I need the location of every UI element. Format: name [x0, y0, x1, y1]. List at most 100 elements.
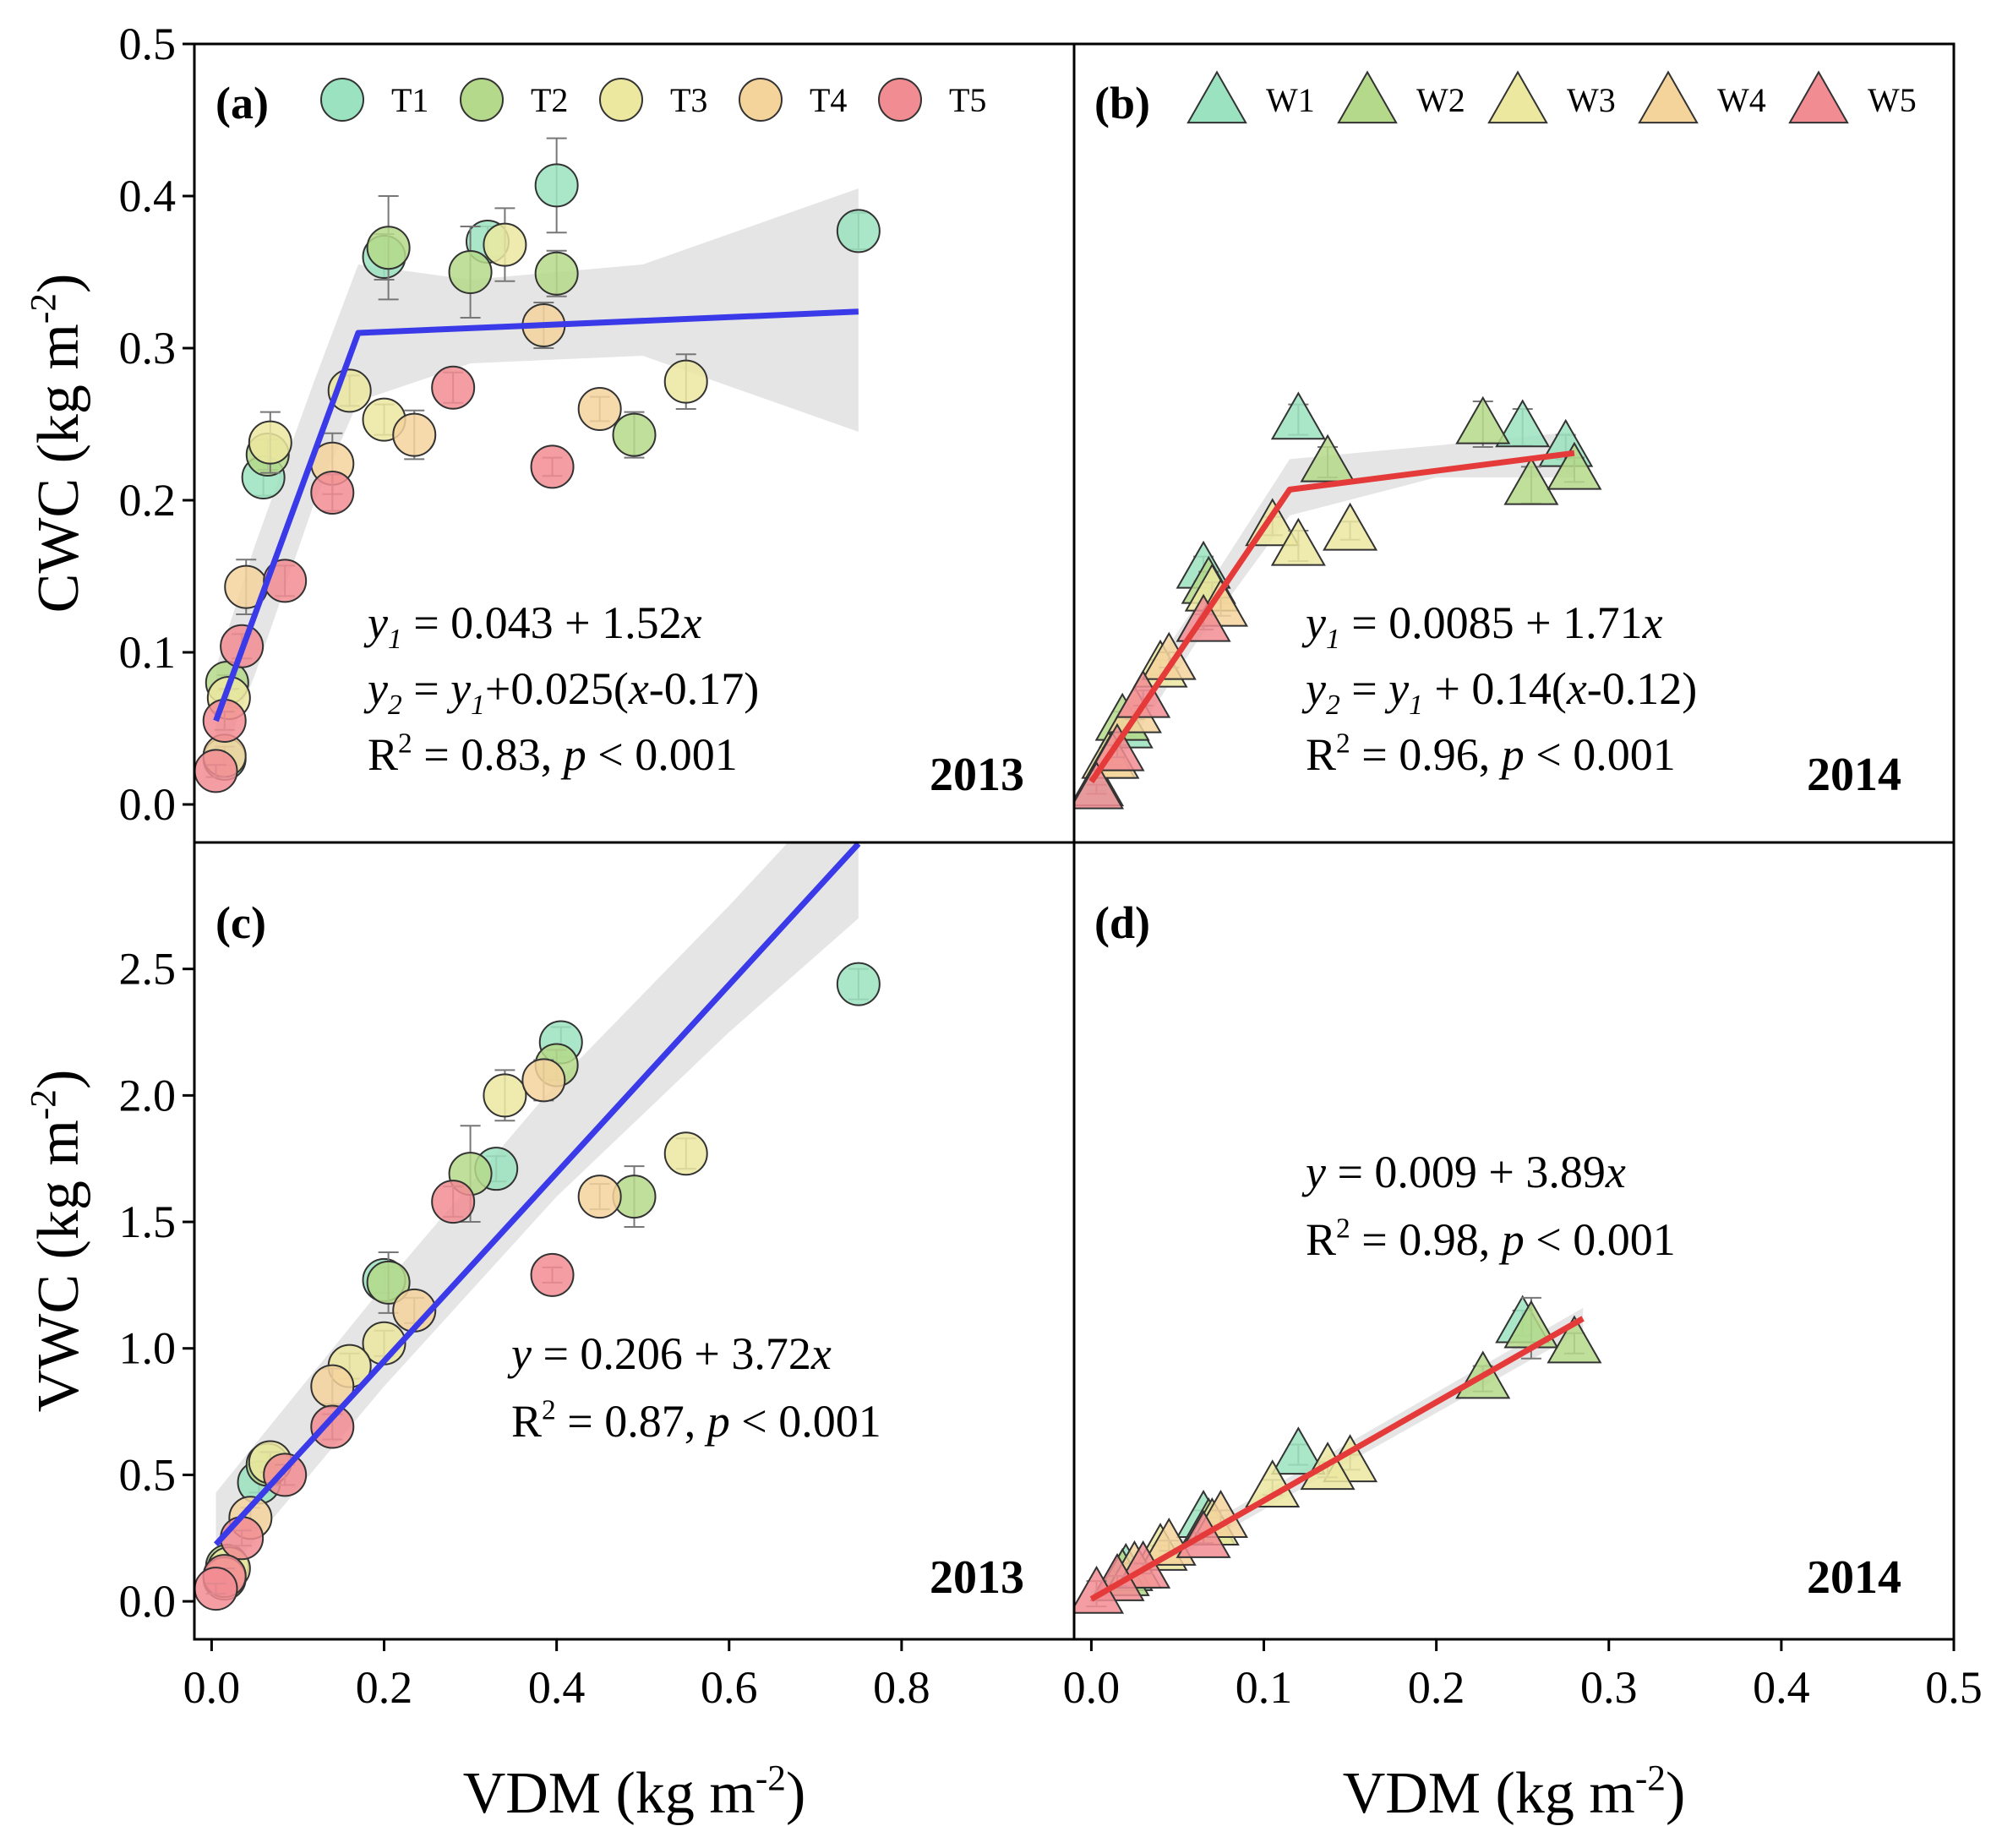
text-part: 2: [1326, 690, 1340, 721]
text-part: VWC (kg m: [26, 1120, 91, 1412]
text-part: = 0.206 + 3.72: [532, 1328, 811, 1379]
legend-label-t5: T5: [949, 81, 986, 119]
y-axis-title: CWC (kg m-2): [23, 274, 91, 613]
text-part: ): [26, 1070, 91, 1089]
text-part: = 0.009 + 3.89: [1326, 1147, 1606, 1197]
equation-line: y1 = 0.043 + 1.52x: [363, 597, 702, 655]
data-point-w5: [1074, 760, 1125, 810]
text-part: ): [786, 1761, 805, 1826]
panel-label: (b): [1094, 78, 1150, 128]
data-point-t5: [530, 444, 575, 489]
panel-label: (d): [1094, 897, 1150, 948]
y-tick-label: 0.1: [119, 627, 177, 678]
plot-area: [1074, 391, 1602, 810]
text-part: p: [1498, 1214, 1525, 1265]
legend-label-t3: T3: [670, 81, 707, 119]
data-point-t2: [366, 226, 411, 270]
text-part: x: [1566, 663, 1587, 714]
text-part: x: [810, 1328, 832, 1379]
data-point-t3: [248, 420, 292, 465]
year-label: 2014: [1807, 749, 1901, 801]
data-point-t3: [663, 1131, 708, 1176]
data-point-t4: [392, 412, 437, 457]
data-point-t3: [483, 222, 527, 267]
fit-line: [1089, 1316, 1585, 1602]
text-part: < 0.001: [586, 729, 738, 780]
data-point-t2: [612, 412, 657, 457]
y-tick-label: 0.0: [119, 779, 177, 830]
y-tick-label: 0.0: [119, 1576, 177, 1627]
year-label: 2014: [1807, 1551, 1901, 1604]
equation-line: R2 = 0.87, p < 0.001: [511, 1394, 881, 1447]
text-part: +0.025(: [485, 663, 629, 714]
text-part: < 0.001: [1525, 1214, 1676, 1265]
y-tick-label: 2.0: [119, 1070, 177, 1120]
text-part: 1: [1326, 624, 1340, 655]
y-tick-label: 0.4: [119, 171, 177, 221]
y-tick-label: 0.5: [119, 1449, 177, 1500]
text-part: = 0.96,: [1350, 729, 1502, 780]
data-point-t5: [530, 1252, 575, 1297]
legend-marker-t5: [878, 78, 922, 122]
data-point-w2: [1547, 1315, 1602, 1364]
data-point-t5: [263, 559, 308, 603]
text-part: -0.17): [649, 663, 759, 714]
data-point-w3: [1245, 1459, 1301, 1508]
y-tick-label: 0.5: [119, 19, 177, 69]
plot-area: [194, 137, 881, 793]
text-part: R: [1306, 1214, 1336, 1265]
data-point-t5: [194, 749, 238, 793]
text-part: p: [1498, 729, 1525, 780]
y-tick-label: 1.5: [119, 1197, 177, 1247]
text-part: -0.12): [1587, 663, 1697, 714]
equation-line: y2 = y1 + 0.14(x-0.12): [1301, 663, 1697, 721]
data-point-t1: [836, 209, 881, 253]
confidence-band: [215, 842, 859, 1587]
text-part: = 0.98,: [1350, 1214, 1502, 1265]
fit-line: [213, 842, 861, 1547]
x-tick-label: 0.4: [1753, 1662, 1810, 1713]
data-point-w1: [1270, 1426, 1326, 1475]
data-point-t2: [366, 1260, 411, 1305]
year-label: 2013: [930, 749, 1024, 801]
text-part: p: [560, 729, 586, 780]
x-axis-title: VDM (kg m-2): [1343, 1758, 1686, 1826]
data-point-w2: [1455, 395, 1511, 444]
equation-line: y1 = 0.0085 + 1.71x: [1301, 597, 1663, 655]
text-part: =: [402, 663, 450, 714]
x-tick-label: 0.2: [356, 1662, 413, 1713]
panel-a-2013-cwc: 0.0 0.1 0.2 0.3 0.4 0.5 CWC (kg m-2) (a) 2013 T1 T…: [23, 19, 1024, 830]
legend-label-w5: W5: [1868, 81, 1917, 119]
text-part: 2: [388, 690, 402, 721]
text-part: < 0.001: [730, 1396, 881, 1447]
text-part: y: [1301, 1147, 1326, 1197]
equation-line: R2 = 0.96, p < 0.001: [1306, 728, 1676, 780]
text-part: -2: [1635, 1758, 1666, 1798]
data-point-w1: [1270, 391, 1326, 440]
panel-label: (a): [215, 78, 269, 128]
x-axis-title: VDM (kg m-2): [463, 1758, 806, 1826]
y-tick-label: 0.3: [119, 323, 177, 373]
legend-marker-t1: [320, 78, 364, 122]
text-part: 1: [1409, 690, 1423, 721]
text-part: = 0.87,: [556, 1396, 707, 1447]
x-tick-label: 0.3: [1580, 1662, 1638, 1713]
text-part: 2: [1336, 1213, 1350, 1244]
data-point-w2: [1547, 441, 1602, 490]
data-point-w2: [1300, 433, 1356, 482]
text-part: y: [363, 597, 388, 648]
data-point-t5: [431, 1180, 476, 1224]
legend-marker-w4: [1638, 70, 1699, 124]
legend-label-w4: W4: [1717, 81, 1766, 119]
legend-marker-t3: [599, 78, 643, 122]
y-tick-label: 2.5: [119, 944, 177, 995]
legend-marker-w1: [1186, 70, 1247, 124]
text-part: p: [704, 1396, 730, 1447]
x-tick-label: 0.4: [528, 1662, 586, 1713]
equation-line: R2 = 0.98, p < 0.001: [1306, 1213, 1676, 1265]
text-part: ): [26, 274, 91, 293]
y-tick-label: 0.2: [119, 475, 177, 526]
